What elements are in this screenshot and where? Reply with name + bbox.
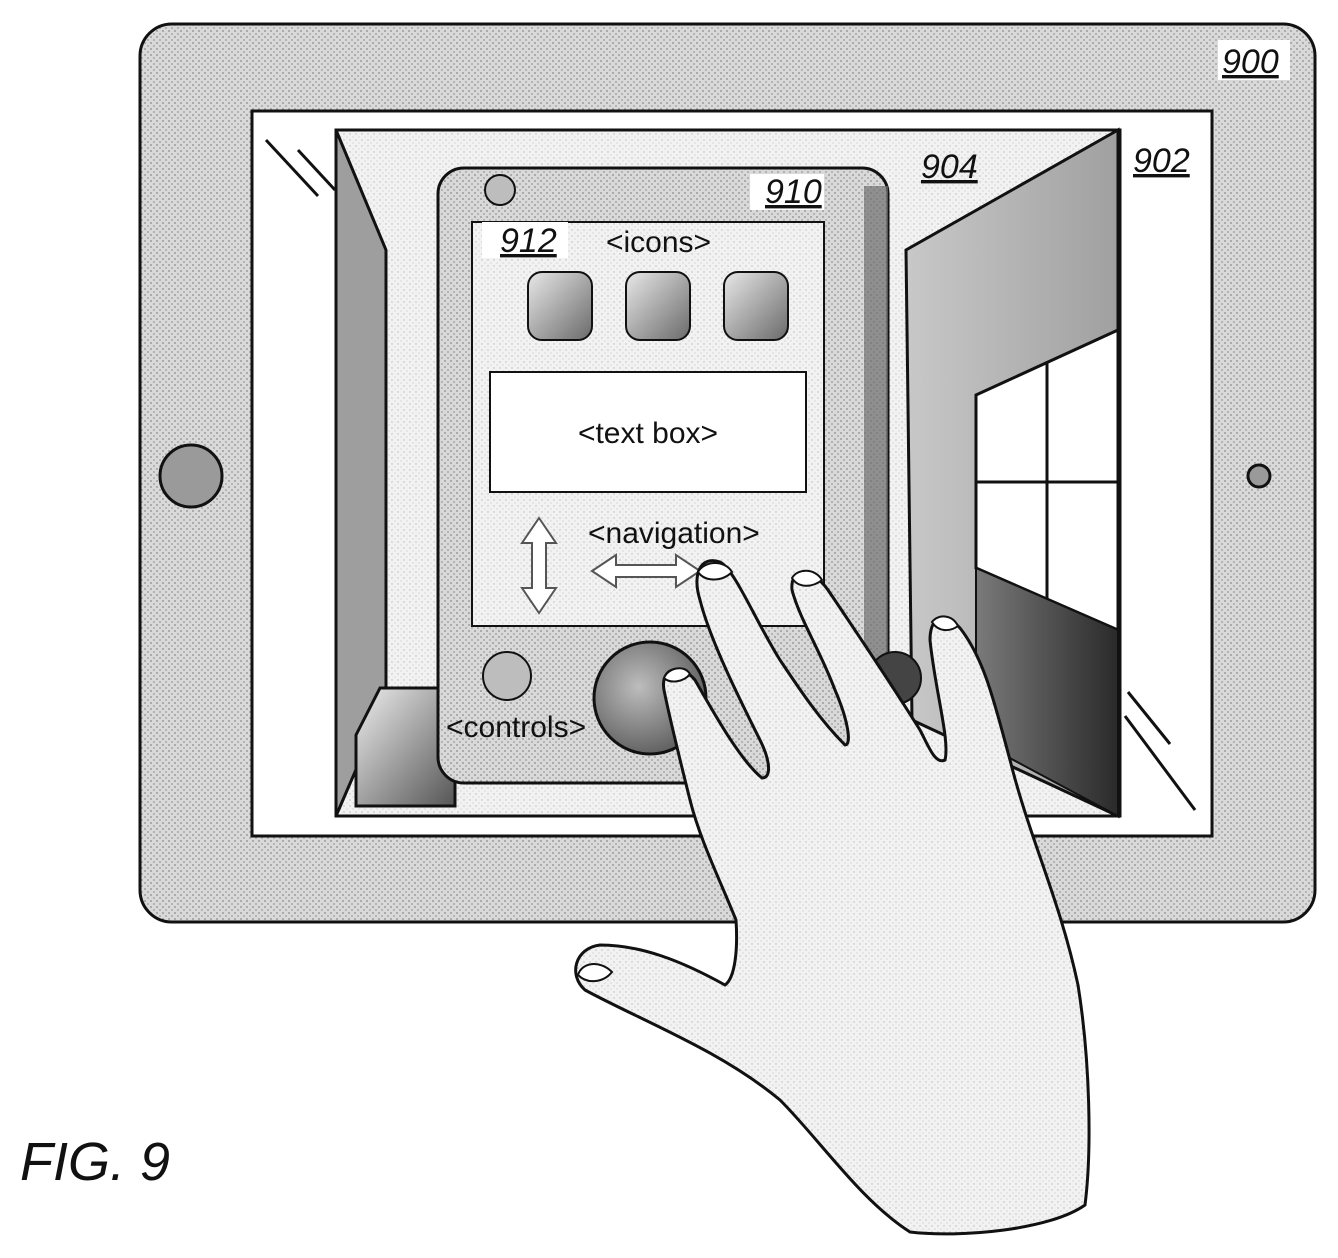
figure-caption: FIG. 9: [20, 1132, 170, 1192]
text-box-label: <text box>: [578, 417, 718, 450]
fingernail-index: [698, 563, 732, 580]
ref-910: 910: [765, 173, 822, 211]
ref-912: 912: [500, 222, 557, 260]
virtual-camera-icon: [485, 175, 515, 205]
camera-icon: [1248, 465, 1270, 487]
ref-900: 900: [1222, 43, 1279, 81]
home-button-icon: [160, 445, 222, 507]
app-icon-3[interactable]: [724, 272, 788, 340]
ref-902: 902: [1133, 142, 1190, 180]
virtual-side-button[interactable]: [483, 652, 531, 700]
navigation-label: <navigation>: [588, 517, 760, 550]
icons-label: <icons>: [606, 226, 711, 259]
controls-label: <controls>: [446, 711, 586, 744]
app-icon-2[interactable]: [626, 272, 690, 340]
app-icon-1[interactable]: [528, 272, 592, 340]
ref-904: 904: [921, 148, 978, 186]
